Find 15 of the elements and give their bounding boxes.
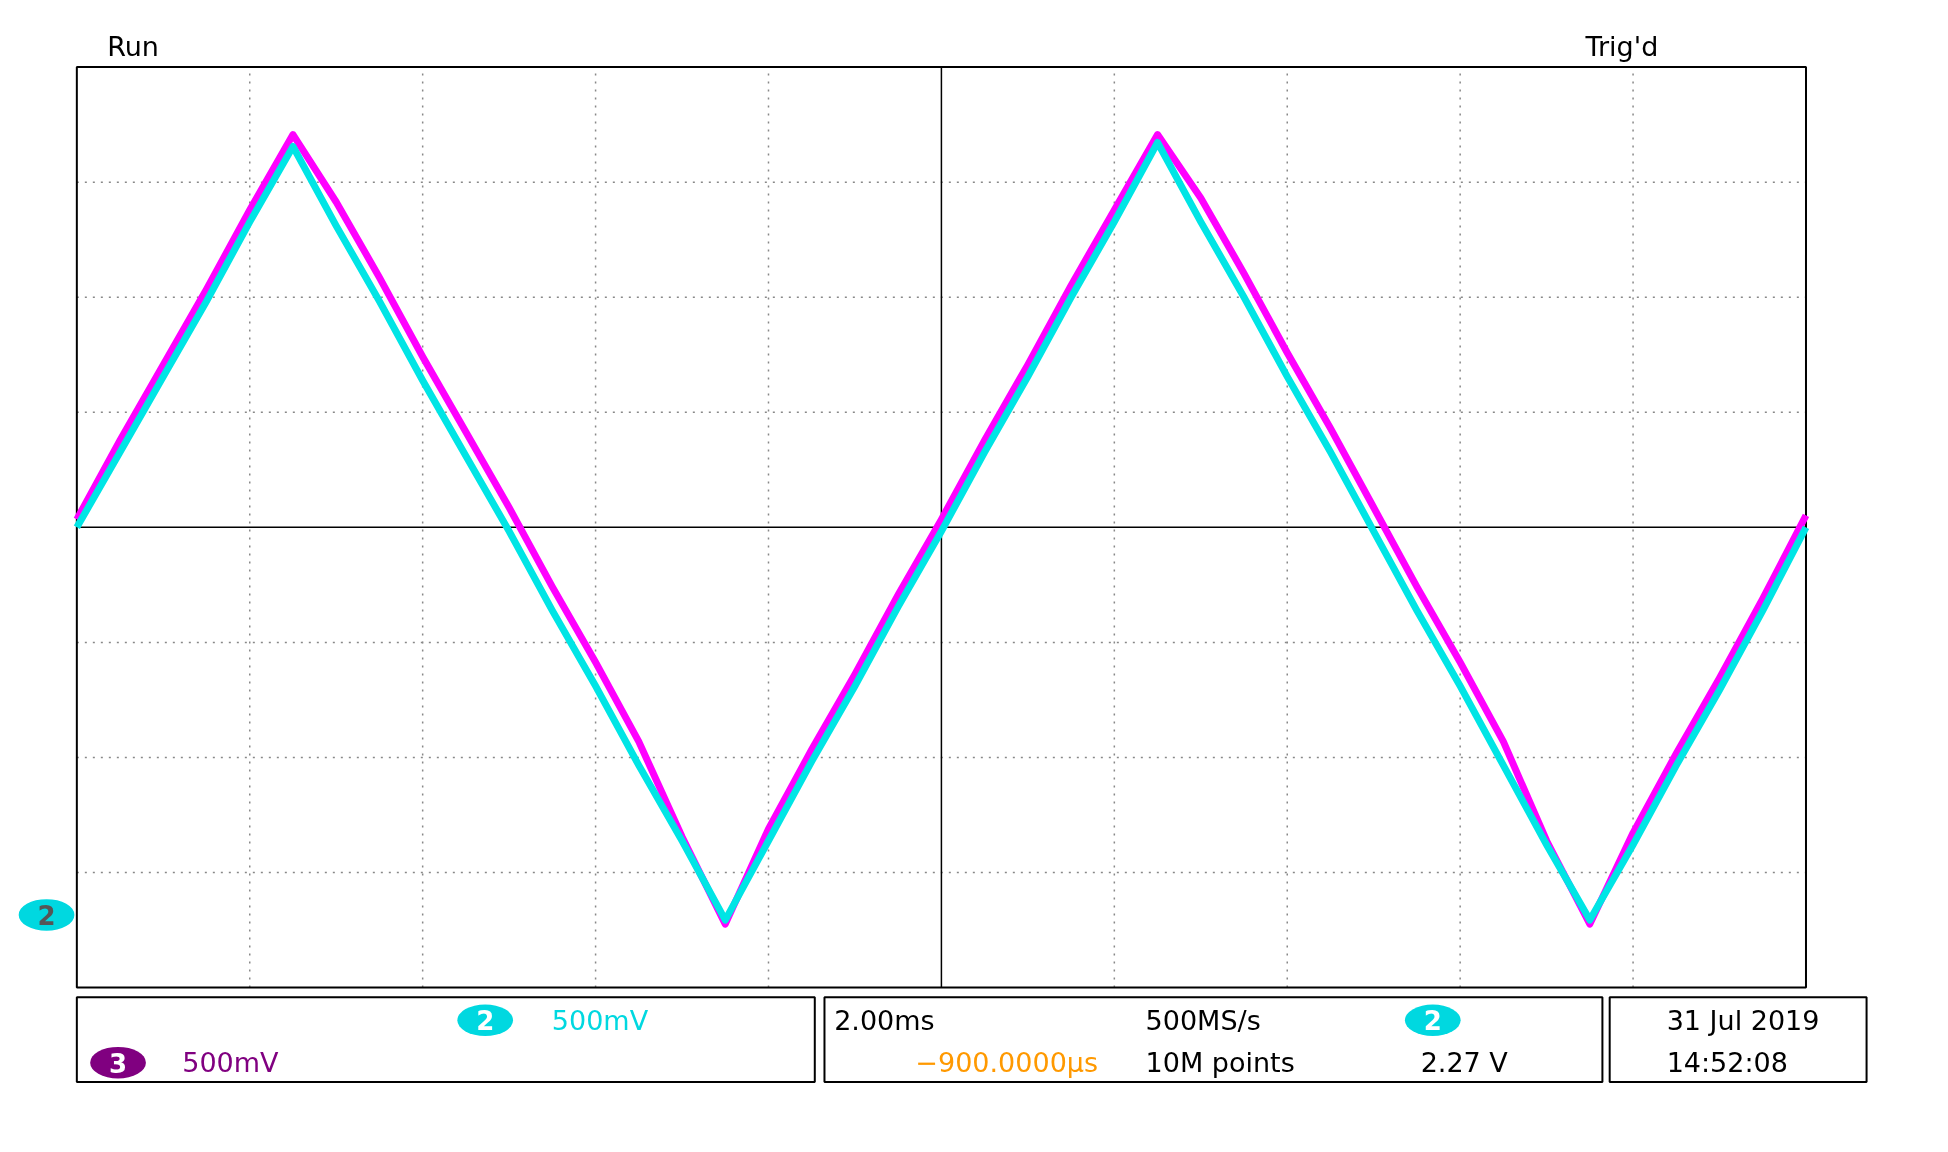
text: 14:52:08: [1666, 1047, 1788, 1079]
text: 3: [108, 1048, 128, 1079]
text: 500MS/s: [1145, 1004, 1261, 1036]
text: Run: [107, 31, 159, 63]
text: 500mV: [551, 1004, 649, 1036]
text: 2: [476, 1006, 495, 1037]
text: 500mV: [182, 1047, 280, 1079]
text: 2.00ms: [834, 1004, 935, 1036]
text: 2: [1423, 1006, 1442, 1037]
text: 2.27 V: [1420, 1047, 1509, 1079]
text: 2: [37, 900, 56, 931]
text: Trig'd: [1584, 31, 1659, 63]
text: −900.0000µs: [915, 1047, 1099, 1079]
text: 31 Jul 2019: [1666, 1004, 1820, 1036]
text: 10M points: [1145, 1047, 1295, 1079]
